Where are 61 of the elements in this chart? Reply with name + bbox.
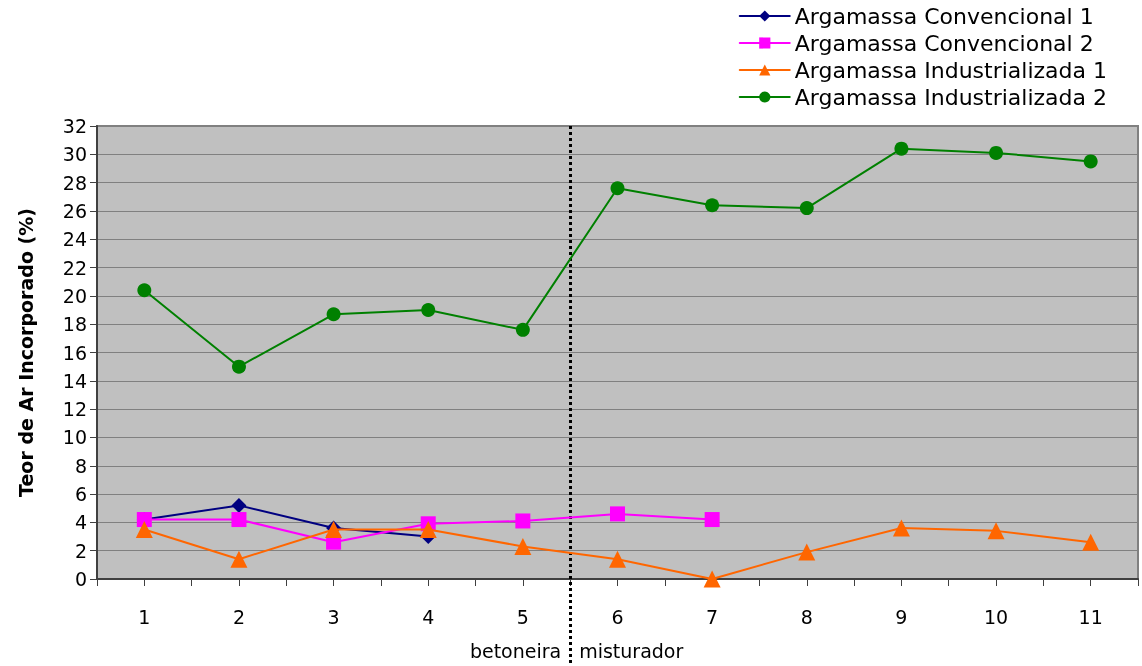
y-tick-label: 16 <box>62 341 87 364</box>
x-tick-label: 9 <box>895 605 908 628</box>
point <box>610 181 625 196</box>
y-tick-label: 18 <box>62 313 87 336</box>
point <box>514 537 532 555</box>
point <box>704 512 720 528</box>
y-tick-label: 20 <box>62 284 87 307</box>
x-tick-label: 7 <box>706 605 719 628</box>
y-tick-label: 22 <box>62 256 87 279</box>
y-tick-label: 4 <box>74 511 87 534</box>
point <box>231 359 246 374</box>
y-tick-label: 2 <box>74 539 87 562</box>
x-tick-label: 5 <box>516 605 529 628</box>
point <box>231 497 247 513</box>
point <box>705 198 720 213</box>
point <box>892 519 910 537</box>
point <box>609 550 626 568</box>
point <box>231 512 247 528</box>
x-tick-label: 11 <box>1078 605 1103 628</box>
y-tick-label: 14 <box>62 369 87 392</box>
point <box>798 543 816 561</box>
point <box>421 303 436 318</box>
y-tick-label: 28 <box>62 171 87 194</box>
y-tick-label: 12 <box>62 398 87 421</box>
y-tick-label: 24 <box>62 228 87 251</box>
y-tick-label: 0 <box>74 568 87 590</box>
x-tick-label: 10 <box>983 605 1009 628</box>
y-tick-label: 6 <box>74 483 87 506</box>
y-axis-title: Teor de Ar Incorporado (%) <box>14 208 37 497</box>
text: betoneira <box>469 640 562 662</box>
x-tick-label: 3 <box>327 605 340 628</box>
x-tick-label: 4 <box>422 605 435 628</box>
x-tick-label: 8 <box>800 605 813 628</box>
legend-label: Argamassa Industrializada 2 <box>794 84 1108 110</box>
point <box>987 522 1005 540</box>
point <box>894 141 909 156</box>
point <box>610 506 625 522</box>
point <box>1083 154 1098 169</box>
legend-label: Argamassa Convencional 2 <box>794 30 1094 56</box>
point <box>419 520 437 538</box>
y-tick-label: 10 <box>62 426 87 449</box>
point <box>230 550 248 568</box>
y-tick-label: 8 <box>74 454 87 477</box>
point <box>326 307 341 322</box>
legend-label: Argamassa Industrializada 1 <box>794 57 1108 83</box>
x-tick-label: 2 <box>232 605 245 628</box>
point <box>137 283 152 298</box>
point <box>135 520 153 538</box>
x-tick-label: 1 <box>138 605 151 628</box>
point <box>989 145 1004 160</box>
y-tick-label: 26 <box>62 199 87 222</box>
x-tick-label: 6 <box>611 605 624 628</box>
y-tick-label: 30 <box>62 143 87 166</box>
legend-label: Argamassa Convencional 1 <box>794 3 1094 29</box>
point <box>703 570 721 588</box>
point <box>799 201 814 216</box>
point <box>515 513 531 529</box>
y-tick-label: 32 <box>62 115 87 137</box>
point <box>515 322 530 337</box>
point <box>1082 533 1100 551</box>
text: misturador <box>579 640 684 662</box>
